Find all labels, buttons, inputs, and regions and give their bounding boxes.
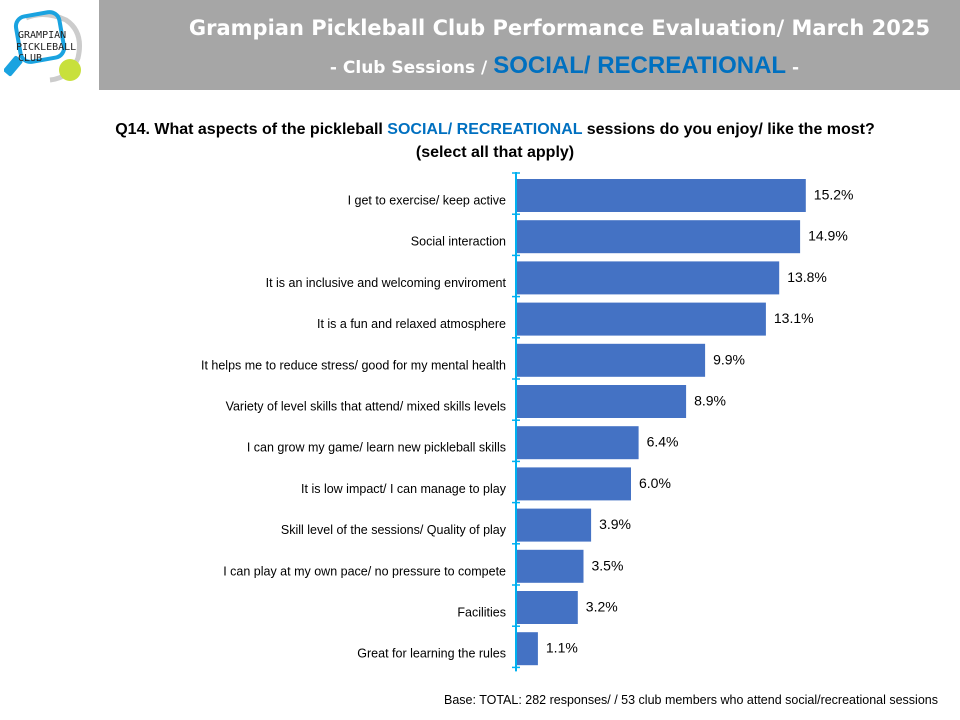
question-note: (select all that apply) (415, 144, 575, 161)
bar (517, 302, 766, 336)
bar (517, 508, 592, 542)
bar (517, 343, 706, 377)
data-label: 3.2% (586, 599, 618, 615)
data-label: 9.9% (713, 351, 745, 367)
subtitle-highlight: SOCIAL/ RECREATIONAL (493, 52, 787, 79)
subtitle-prefix: - Club Sessions / (329, 58, 494, 78)
base-note: Base: TOTAL: 282 responses/ / 53 club me… (443, 693, 938, 707)
data-label: 13.1% (774, 310, 814, 326)
category-label: I can grow my game/ learn new pickleball… (247, 441, 506, 455)
category-label: It helps me to reduce stress/ good for m… (201, 358, 506, 372)
category-label: It is an inclusive and welcoming envirom… (266, 276, 507, 290)
bar (517, 426, 639, 460)
bar (517, 467, 631, 501)
page-subtitle: - Club Sessions / SOCIAL/ RECREATIONAL - (99, 52, 960, 80)
page-title: Grampian Pickleball Club Performance Eva… (188, 16, 931, 40)
category-label: Skill level of the sessions/ Quality of … (281, 523, 507, 537)
bar (517, 632, 538, 666)
category-label: It is low impact/ I can manage to play (301, 482, 507, 496)
data-label: 6.4% (647, 434, 679, 450)
data-label: 8.9% (694, 393, 726, 409)
bar (517, 220, 801, 254)
svg-text:CLUB: CLUB (18, 53, 42, 64)
data-label: 14.9% (808, 228, 848, 244)
question-title: Q14. What aspects of the pickleball SOCI… (0, 118, 960, 164)
category-label: I can play at my own pace/ no pressure t… (223, 564, 506, 578)
question-suffix: sessions do you enjoy/ like the most? (582, 121, 875, 138)
bar (517, 591, 578, 624)
header-banner: Grampian Pickleball Club Performance Eva… (99, 0, 960, 90)
question-highlight: SOCIAL/ RECREATIONAL (387, 121, 583, 138)
bar (517, 385, 687, 418)
data-label: 3.9% (599, 516, 631, 532)
category-label: Facilities (457, 606, 506, 620)
bar (517, 549, 584, 583)
data-label: 13.8% (787, 269, 827, 285)
category-label: It is a fun and relaxed atmosphere (317, 317, 506, 331)
club-logo: GRAMPIAN PICKLEBALL CLUB (3, 8, 90, 84)
svg-text:GRAMPIAN: GRAMPIAN (18, 30, 66, 41)
data-label: 1.1% (546, 640, 578, 656)
bar (517, 261, 780, 295)
bar (517, 179, 806, 212)
data-label: 6.0% (639, 475, 671, 491)
svg-text:PICKLEBALL: PICKLEBALL (16, 42, 76, 53)
category-label: I get to exercise/ keep active (348, 194, 506, 208)
data-label: 15.2% (814, 187, 854, 203)
question-prefix: Q14. What aspects of the pickleball (115, 121, 388, 138)
category-label: Variety of level skills that attend/ mix… (226, 400, 506, 414)
subtitle-suffix: - (786, 58, 800, 78)
data-label: 3.5% (592, 557, 624, 573)
category-label: Social interaction (411, 235, 506, 249)
category-label: Great for learning the rules (357, 647, 506, 661)
